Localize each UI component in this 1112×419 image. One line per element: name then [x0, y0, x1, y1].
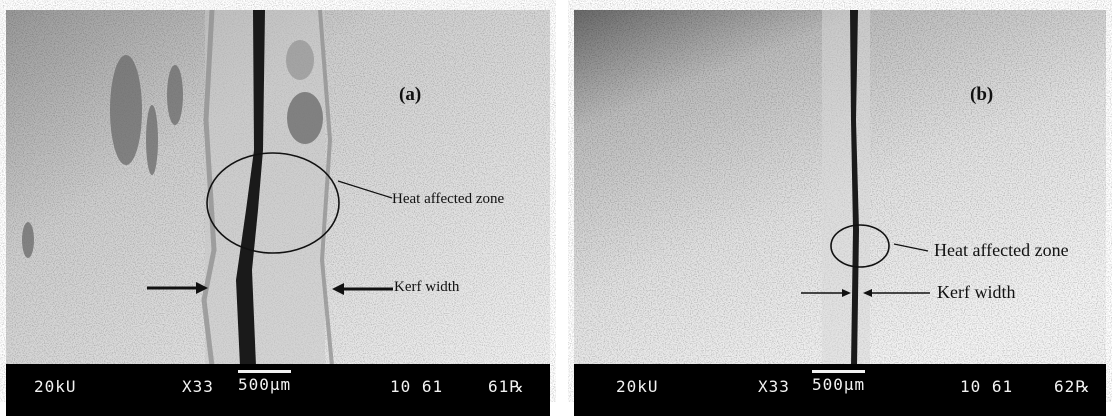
kerf-arrows — [147, 282, 393, 295]
haz-leader — [337, 180, 393, 199]
sem-databar-a: 20kU X33 500µm 10 61 61℞ — [6, 364, 550, 416]
magnification-a: X33 — [182, 377, 214, 396]
residue-marks — [22, 55, 183, 258]
panel-label-a: (a) — [399, 84, 422, 105]
voltage-a: 20kU — [34, 377, 77, 396]
sem-panel-a: (a) Heat affected zone Kerf width 20kU X… — [6, 9, 550, 416]
code-a: 10 61 — [390, 377, 444, 396]
haz-label-b: Heat affected zone — [934, 240, 1069, 260]
sem-panel-b: (b) Heat affected zone Kerf width 20kU X… — [568, 0, 1112, 419]
image-id-b: 62℞ — [1054, 377, 1091, 396]
laser-cut — [850, 10, 859, 366]
magnification-b: X33 — [758, 377, 790, 396]
laser-cut — [236, 10, 265, 366]
sem-databar-b: 20kU X33 500µm 10 61 62℞ — [574, 364, 1106, 416]
scale-bar-b: 500µm — [812, 370, 866, 394]
kerf-arrows — [801, 289, 930, 297]
haz-label-a: Heat affected zone — [392, 191, 505, 207]
image-id-a: 61℞ — [488, 377, 525, 396]
panel-label-b: (b) — [970, 84, 994, 105]
kerf-label-a: Kerf width — [394, 279, 460, 295]
scale-label-a: 500µm — [238, 375, 292, 394]
scale-bar-a: 500µm — [238, 370, 292, 394]
sem-image-b — [574, 10, 1106, 366]
scale-bar-line-a — [238, 370, 292, 373]
haz-circle — [206, 152, 340, 254]
haz-band — [822, 10, 870, 366]
code-b: 10 61 — [960, 377, 1014, 396]
kerf-label-b: Kerf width — [937, 282, 1016, 302]
haz-leader — [893, 243, 929, 252]
haz-circle — [830, 224, 890, 268]
scale-bar-line-b — [812, 370, 866, 373]
scale-label-b: 500µm — [812, 375, 866, 394]
voltage-b: 20kU — [616, 377, 659, 396]
sem-image-a — [6, 9, 550, 367]
